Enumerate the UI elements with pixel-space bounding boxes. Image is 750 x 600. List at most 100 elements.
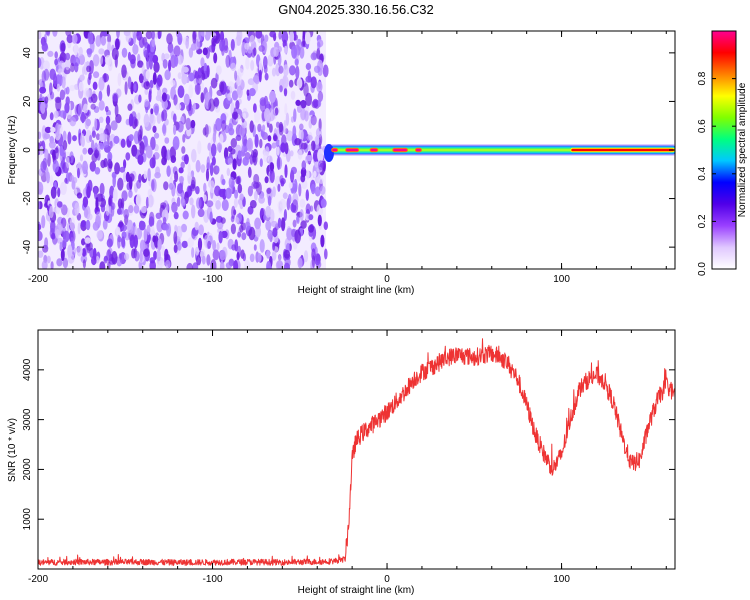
noise-blob bbox=[146, 56, 150, 70]
noise-blob bbox=[99, 132, 105, 143]
noise-blob bbox=[69, 217, 76, 231]
noise-blob bbox=[38, 201, 41, 210]
noise-blob bbox=[61, 239, 67, 248]
noise-blob bbox=[94, 142, 98, 151]
noise-blob bbox=[139, 248, 143, 263]
noise-blob bbox=[64, 102, 70, 114]
noise-blob bbox=[166, 165, 171, 177]
noise-blob bbox=[225, 54, 231, 68]
noise-blob bbox=[292, 240, 298, 250]
noise-blob bbox=[164, 248, 169, 261]
noise-blob bbox=[205, 168, 210, 182]
noise-blob bbox=[290, 150, 294, 157]
noise-blob bbox=[290, 166, 297, 175]
noise-blob bbox=[129, 234, 135, 249]
noise-blob bbox=[78, 81, 84, 92]
noise-blob bbox=[206, 156, 210, 170]
noise-blob bbox=[270, 220, 278, 228]
noise-blob bbox=[284, 164, 288, 179]
snr-ylabel: SNR (10 * v/v) bbox=[7, 418, 18, 482]
noise-blob bbox=[228, 123, 233, 132]
noise-blob bbox=[250, 60, 255, 71]
noise-blob bbox=[209, 180, 215, 194]
x-tick-label: -200 bbox=[28, 574, 48, 585]
noise-blob bbox=[149, 157, 156, 169]
noise-blob bbox=[219, 39, 225, 52]
noise-blob bbox=[78, 54, 85, 66]
noise-blob bbox=[196, 255, 202, 266]
noise-blob bbox=[82, 259, 86, 269]
noise-blob bbox=[177, 183, 183, 194]
noise-blob bbox=[161, 99, 168, 110]
noise-blob bbox=[80, 133, 85, 147]
noise-blob bbox=[297, 257, 303, 269]
noise-blob bbox=[322, 64, 329, 78]
noise-blob bbox=[182, 134, 186, 143]
noise-blob bbox=[265, 205, 272, 218]
noise-blob bbox=[283, 87, 288, 97]
noise-blob bbox=[206, 254, 211, 266]
noise-blob bbox=[237, 183, 243, 194]
noise-blob bbox=[139, 239, 146, 252]
noise-blob bbox=[56, 83, 61, 92]
noise-blob bbox=[106, 249, 112, 262]
noise-blob bbox=[216, 142, 223, 152]
noise-blob bbox=[69, 174, 75, 183]
noise-blob bbox=[319, 185, 326, 195]
noise-blob bbox=[47, 50, 54, 58]
noise-blob bbox=[161, 92, 167, 102]
noise-blob bbox=[324, 248, 328, 260]
noise-blob bbox=[161, 245, 165, 257]
noise-blob bbox=[111, 47, 119, 61]
noise-blob bbox=[173, 113, 177, 124]
signal-peak bbox=[332, 148, 338, 152]
noise-blob bbox=[173, 55, 179, 67]
noise-blob bbox=[107, 151, 113, 162]
noise-blob bbox=[38, 57, 42, 69]
noise-blob bbox=[90, 93, 98, 104]
noise-blob bbox=[312, 98, 319, 108]
noise-blob bbox=[81, 248, 87, 257]
noise-blob bbox=[113, 135, 120, 144]
noise-blob bbox=[134, 118, 139, 127]
snr-series-line bbox=[38, 338, 675, 566]
noise-blob bbox=[131, 225, 136, 235]
noise-blob bbox=[236, 252, 240, 261]
noise-blob bbox=[162, 216, 167, 225]
y-tick-label: 1000 bbox=[22, 508, 33, 531]
noise-blob bbox=[157, 238, 162, 251]
noise-blob bbox=[151, 36, 156, 48]
noise-blob bbox=[178, 175, 185, 183]
noise-blob bbox=[203, 182, 207, 193]
noise-blob bbox=[133, 234, 138, 249]
noise-blob bbox=[150, 225, 155, 239]
noise-blob bbox=[162, 59, 168, 69]
noise-blob bbox=[79, 154, 84, 162]
noise-blob bbox=[41, 260, 48, 269]
noise-blob bbox=[109, 140, 113, 149]
noise-blob bbox=[210, 143, 217, 157]
noise-blob bbox=[40, 160, 47, 173]
noise-blob bbox=[154, 105, 159, 116]
colorbar-tick-label: 0.6 bbox=[697, 119, 708, 133]
noise-blob bbox=[102, 219, 108, 230]
noise-blob bbox=[110, 205, 115, 217]
noise-blob bbox=[273, 135, 278, 142]
noise-blob bbox=[67, 253, 75, 264]
noise-blob bbox=[220, 217, 226, 224]
noise-blob bbox=[121, 64, 127, 78]
noise-blob bbox=[59, 110, 67, 118]
noise-blob bbox=[292, 219, 297, 228]
noise-blob bbox=[269, 31, 277, 38]
noise-blob bbox=[306, 169, 310, 180]
noise-blob bbox=[264, 72, 269, 81]
noise-blob bbox=[254, 109, 261, 123]
noise-blob bbox=[176, 196, 181, 207]
noise-blob bbox=[293, 108, 297, 123]
noise-blob bbox=[177, 72, 182, 80]
noise-blob bbox=[302, 32, 306, 47]
noise-blob bbox=[298, 183, 302, 197]
noise-blob bbox=[94, 149, 100, 159]
noise-blob bbox=[299, 198, 306, 208]
noise-blob bbox=[155, 212, 162, 219]
